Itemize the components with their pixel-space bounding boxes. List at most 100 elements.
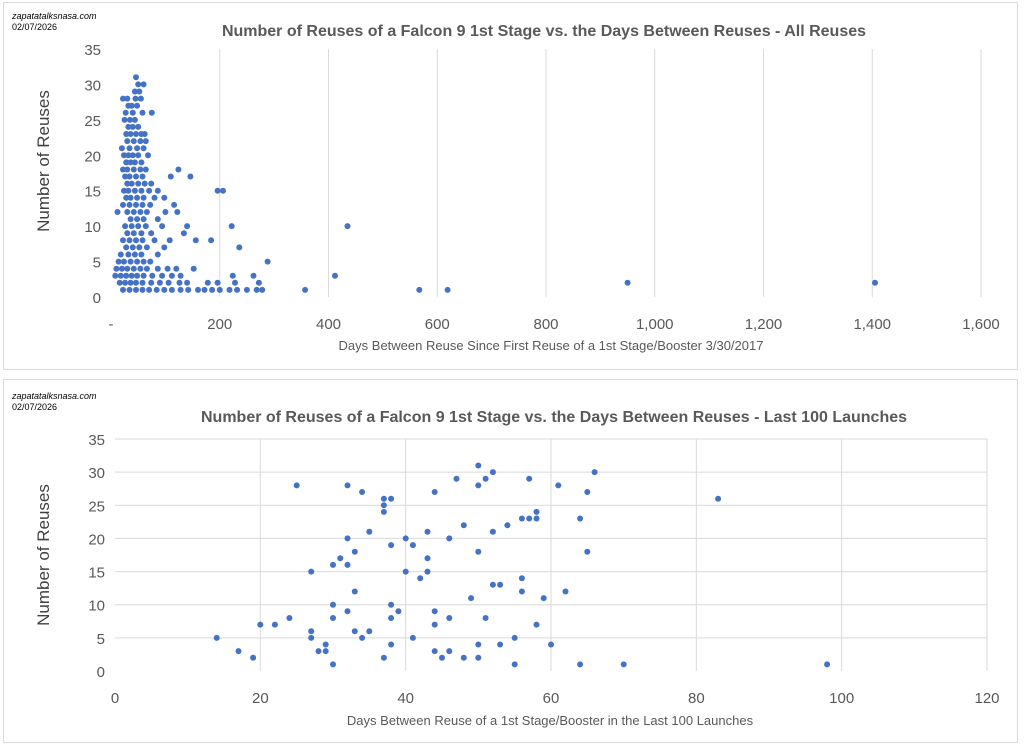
data-point bbox=[123, 131, 130, 137]
y-tick-label: 30 bbox=[84, 77, 101, 94]
data-point bbox=[128, 102, 135, 109]
data-point bbox=[351, 548, 358, 555]
data-point bbox=[142, 138, 149, 145]
data-point bbox=[168, 286, 175, 293]
data-point bbox=[133, 279, 139, 286]
data-point bbox=[475, 482, 482, 489]
data-point bbox=[143, 209, 150, 215]
data-point bbox=[123, 244, 130, 251]
data-point bbox=[143, 265, 150, 272]
scatter-chart-last-100: Number of Reuses of a Falcon 9 1st Stage… bbox=[34, 409, 1000, 728]
data-point bbox=[138, 251, 145, 258]
data-point bbox=[460, 654, 467, 661]
data-point bbox=[226, 286, 233, 293]
data-point bbox=[308, 634, 315, 641]
data-point bbox=[533, 508, 540, 515]
data-point bbox=[122, 223, 129, 230]
data-point bbox=[330, 601, 336, 608]
data-point bbox=[388, 542, 395, 549]
data-point bbox=[366, 628, 373, 635]
data-point bbox=[133, 173, 139, 180]
data-point bbox=[133, 74, 139, 81]
data-point bbox=[243, 286, 250, 293]
data-point bbox=[431, 608, 438, 615]
data-point bbox=[417, 575, 424, 582]
data-point bbox=[388, 495, 395, 502]
data-point bbox=[257, 621, 264, 628]
data-point bbox=[409, 542, 416, 549]
data-point bbox=[540, 595, 547, 602]
data-point bbox=[359, 634, 366, 641]
data-point bbox=[145, 152, 151, 159]
data-point bbox=[424, 528, 431, 535]
data-point bbox=[337, 555, 344, 562]
data-point bbox=[591, 469, 598, 476]
data-point bbox=[175, 166, 182, 173]
data-point bbox=[482, 615, 489, 621]
data-point bbox=[120, 286, 126, 293]
data-point bbox=[133, 286, 139, 293]
data-point bbox=[137, 265, 144, 272]
data-point bbox=[124, 230, 131, 237]
data-point bbox=[236, 244, 243, 251]
data-point bbox=[259, 286, 266, 293]
data-point bbox=[134, 258, 141, 265]
data-point bbox=[214, 279, 221, 286]
data-point bbox=[171, 201, 178, 208]
data-point bbox=[121, 187, 127, 194]
y-tick-label: 15 bbox=[88, 565, 105, 582]
data-point bbox=[208, 237, 215, 244]
data-point bbox=[154, 216, 161, 223]
data-point bbox=[140, 145, 147, 152]
data-point bbox=[518, 515, 525, 522]
data-point bbox=[177, 286, 184, 293]
data-point bbox=[176, 279, 183, 286]
data-point bbox=[330, 561, 336, 568]
x-tick-label: 400 bbox=[316, 316, 341, 333]
data-point bbox=[302, 286, 309, 293]
data-point bbox=[137, 209, 144, 215]
y-tick-label: 5 bbox=[93, 255, 101, 272]
chart-panel-all-reuses: zapatatalksnasa.com 02/07/2026 Number of… bbox=[3, 2, 1018, 370]
data-point bbox=[250, 272, 257, 279]
y-tick-label: 25 bbox=[88, 498, 105, 515]
data-point bbox=[424, 555, 431, 562]
data-point bbox=[187, 173, 194, 180]
data-point bbox=[131, 116, 138, 123]
data-point bbox=[114, 209, 121, 215]
data-point bbox=[120, 201, 126, 208]
data-point bbox=[142, 223, 149, 230]
y-tick-label: 25 bbox=[84, 113, 101, 130]
data-point bbox=[133, 131, 139, 137]
data-point bbox=[125, 251, 132, 258]
data-point bbox=[344, 608, 351, 615]
data-point bbox=[167, 173, 174, 180]
data-point bbox=[533, 621, 540, 628]
data-point bbox=[118, 265, 125, 272]
y-axis-title: Number of Reuses bbox=[34, 484, 53, 626]
data-point bbox=[131, 187, 138, 194]
data-point bbox=[124, 95, 131, 102]
chart-title: Number of Reuses of a Falcon 9 1st Stage… bbox=[201, 409, 907, 426]
data-point bbox=[127, 279, 134, 286]
data-point bbox=[135, 81, 142, 88]
data-point bbox=[168, 272, 175, 279]
data-point bbox=[131, 251, 138, 258]
data-point bbox=[139, 173, 146, 180]
data-point bbox=[497, 641, 504, 648]
data-point bbox=[125, 152, 132, 159]
data-point bbox=[141, 180, 148, 187]
data-point bbox=[518, 588, 525, 595]
data-point bbox=[715, 495, 722, 502]
data-point bbox=[824, 661, 831, 668]
data-point bbox=[192, 237, 199, 244]
data-point bbox=[140, 258, 147, 265]
data-point bbox=[129, 244, 136, 251]
data-point bbox=[293, 482, 300, 489]
data-point bbox=[475, 548, 482, 555]
data-point bbox=[250, 654, 257, 661]
data-point bbox=[584, 548, 591, 555]
data-point bbox=[159, 223, 166, 230]
data-point bbox=[139, 286, 146, 293]
data-point bbox=[148, 180, 155, 187]
